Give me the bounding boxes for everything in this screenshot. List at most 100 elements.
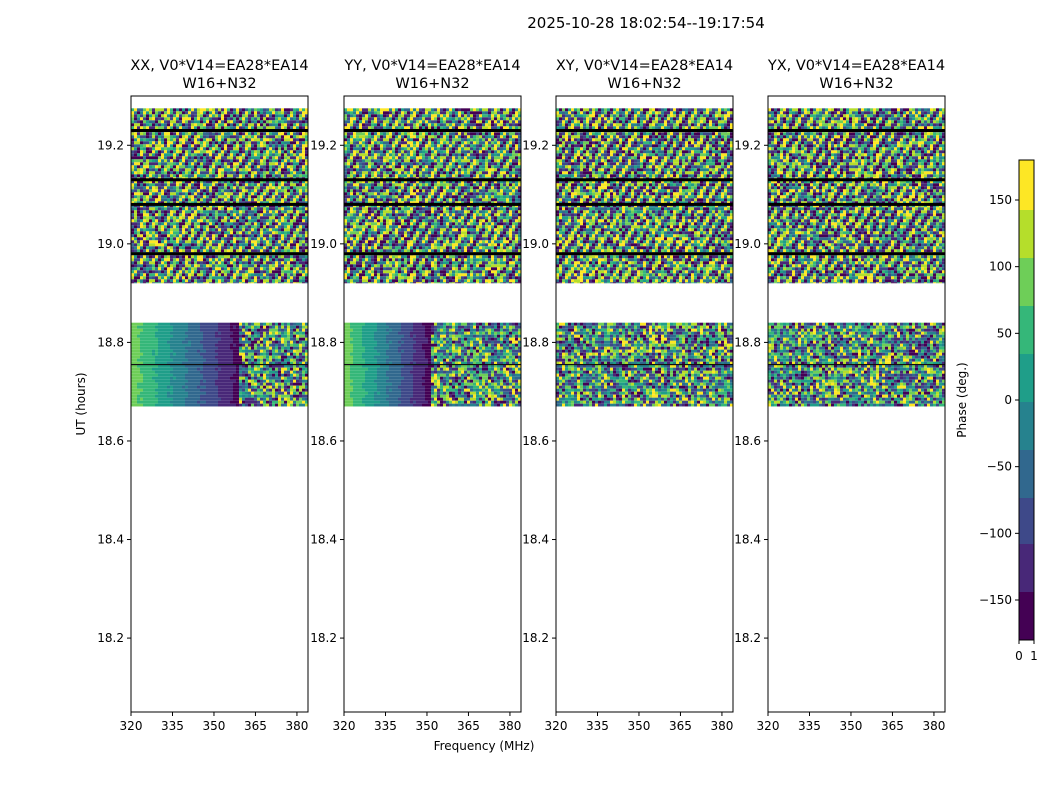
flagged-row	[344, 252, 521, 256]
x-tick-label: 335	[586, 719, 609, 733]
y-axis-label: UT (hours)	[74, 372, 88, 435]
y-tick-label: 18.2	[310, 631, 337, 645]
y-tick-label: 19.2	[310, 138, 337, 152]
panel-title-line2: W16+N32	[819, 76, 893, 92]
flagged-row	[131, 363, 308, 366]
y-tick-label: 19.2	[97, 138, 124, 152]
colorbar-tick-label: 100	[989, 260, 1012, 274]
panel-3: YX, V0*V14=EA28*EA14 W16+N32 320 335 350 365 3…	[734, 58, 946, 733]
colorbar-label: Phase (deg.)	[955, 362, 969, 437]
y-tick-label: 18.6	[97, 434, 124, 448]
panel-0: XX, V0*V14=EA28*EA14 W16+N32 320 335 350 365 3…	[97, 58, 308, 733]
panel-2: XY, V0*V14=EA28*EA14 W16+N32 320 335 350 365 3…	[522, 58, 734, 733]
heatmap-cells	[768, 108, 945, 407]
panel-title-line2: W16+N32	[607, 76, 681, 92]
flagged-row	[344, 202, 521, 206]
flagged-row	[768, 252, 945, 256]
colorbar-gradient	[1019, 160, 1034, 641]
panel-title-line1: XY, V0*V14=EA28*EA14	[556, 58, 733, 74]
x-tick-label: 365	[244, 719, 267, 733]
x-tick-label: 380	[498, 719, 521, 733]
heatmap-cells	[556, 108, 733, 407]
y-tick-label: 19.0	[522, 237, 549, 251]
x-tick-label: 350	[840, 719, 863, 733]
flagged-row	[344, 178, 521, 182]
y-tick-label: 18.4	[734, 533, 761, 547]
figure-suptitle: 2025-10-28 18:02:54--19:17:54	[527, 14, 765, 32]
flagged-row	[131, 178, 308, 182]
flagged-row	[556, 202, 733, 206]
x-tick-label: 350	[628, 719, 651, 733]
y-tick-label: 18.8	[310, 335, 337, 349]
x-tick-label: 365	[881, 719, 904, 733]
x-tick-label: 320	[120, 719, 143, 733]
panel-title-line2: W16+N32	[182, 76, 256, 92]
flagged-row	[556, 178, 733, 182]
y-tick-label: 19.2	[734, 138, 761, 152]
y-tick-label: 18.4	[522, 533, 549, 547]
flagged-row	[131, 202, 308, 206]
flagged-row	[344, 128, 521, 132]
y-tick-label: 18.8	[522, 335, 549, 349]
axes-frame	[343, 95, 522, 713]
colorbar-tick-label: 150	[989, 193, 1012, 207]
x-tick-label: 380	[922, 719, 945, 733]
y-tick-label: 19.0	[310, 237, 337, 251]
flagged-row	[768, 128, 945, 132]
y-tick-label: 18.2	[522, 631, 549, 645]
flagged-row	[768, 178, 945, 182]
y-tick-label: 18.4	[97, 533, 124, 547]
panel-1: YY, V0*V14=EA28*EA14 W16+N32 320 335 350 365 3…	[310, 58, 522, 733]
x-axis-label: Frequency (MHz)	[434, 739, 535, 753]
y-tick-label: 18.2	[734, 631, 761, 645]
y-tick-label: 18.8	[734, 335, 761, 349]
panel-title-line1: XX, V0*V14=EA28*EA14	[130, 58, 308, 74]
flagged-row	[131, 128, 308, 132]
colorbar-bottom-tick-label: 1	[1030, 649, 1038, 663]
colorbar-tick-label: 0	[1004, 393, 1012, 407]
y-tick-label: 18.6	[310, 434, 337, 448]
flagged-row	[556, 252, 733, 256]
colorbar-tick-label: 50	[997, 326, 1012, 340]
x-tick-label: 335	[374, 719, 397, 733]
colorbar-tick-label: −100	[979, 526, 1012, 540]
heatmap-cells	[344, 108, 521, 407]
panels-group: XX, V0*V14=EA28*EA14 W16+N32 320 335 350 365 3…	[97, 58, 946, 733]
colorbar-tick-label: −50	[987, 460, 1012, 474]
y-tick-label: 19.2	[522, 138, 549, 152]
axes-frame	[767, 95, 946, 713]
x-tick-label: 320	[333, 719, 356, 733]
x-tick-label: 365	[669, 719, 692, 733]
colorbar-tick-label: −150	[979, 593, 1012, 607]
flagged-row	[556, 128, 733, 132]
y-tick-label: 18.4	[310, 533, 337, 547]
x-tick-label: 380	[285, 719, 308, 733]
x-tick-label: 380	[710, 719, 733, 733]
axes-frame	[130, 95, 309, 713]
y-tick-label: 18.8	[97, 335, 124, 349]
x-tick-label: 335	[161, 719, 184, 733]
x-tick-label: 320	[545, 719, 568, 733]
panel-title-line1: YX, V0*V14=EA28*EA14	[767, 58, 945, 74]
y-tick-label: 19.0	[734, 237, 761, 251]
flagged-row	[768, 202, 945, 206]
axes-frame	[555, 95, 734, 713]
flagged-row	[768, 363, 945, 366]
x-tick-label: 350	[203, 719, 226, 733]
x-tick-label: 350	[416, 719, 439, 733]
x-tick-label: 320	[757, 719, 780, 733]
heatmap-cells	[131, 108, 308, 407]
y-tick-label: 19.0	[97, 237, 124, 251]
flagged-row	[131, 252, 308, 256]
x-tick-label: 365	[457, 719, 480, 733]
x-tick-label: 335	[798, 719, 821, 733]
y-tick-label: 18.6	[522, 434, 549, 448]
colorbar-bottom-tick-label: 0	[1015, 649, 1023, 663]
y-tick-label: 18.2	[97, 631, 124, 645]
flagged-row	[344, 363, 521, 366]
flagged-row	[556, 363, 733, 366]
panel-title-line2: W16+N32	[395, 76, 469, 92]
y-tick-label: 18.6	[734, 434, 761, 448]
